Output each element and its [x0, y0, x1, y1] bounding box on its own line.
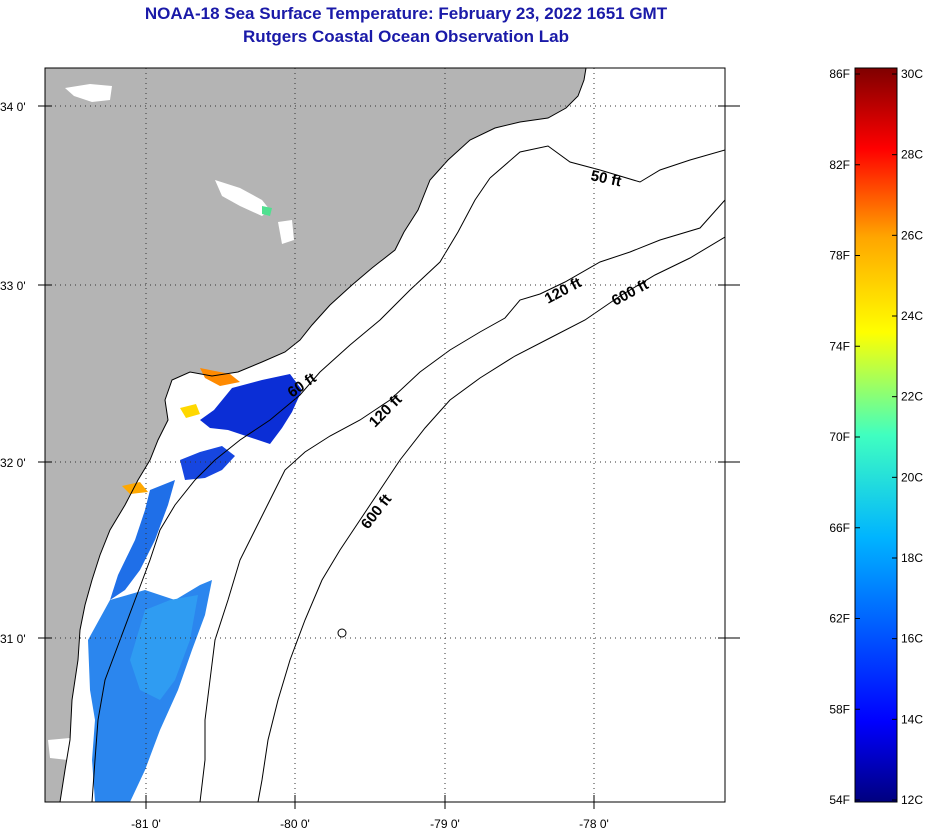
colorbar-f-label: 74F: [829, 339, 850, 353]
land-ne-corner: [600, 68, 725, 200]
map-frame: [44, 67, 726, 803]
sst-patch-north: [200, 374, 302, 444]
contour-600ft: [257, 236, 725, 802]
contour-50ft: [489, 145, 725, 183]
lon-label-81: -81 0': [131, 817, 161, 831]
colorbar-f-label: 86F: [829, 67, 850, 81]
colorbar-c-label: 28C: [901, 148, 923, 162]
colorbar: [854, 67, 898, 803]
sst-warm-spot-3: [180, 404, 200, 418]
map-title: NOAA-18 Sea Surface Temperature: Februar…: [144, 4, 668, 23]
colorbar-f-label: 78F: [829, 249, 850, 263]
lat-label-34: 34 0': [0, 100, 26, 114]
lat-label-33: 33 0': [0, 279, 26, 293]
colorbar-f-label: 82F: [829, 158, 850, 172]
contour-60ft: [91, 177, 491, 802]
lake-white: [65, 84, 112, 102]
lat-label-32: 32 0': [0, 456, 26, 470]
coastline: [59, 68, 587, 802]
land-mass: [45, 68, 586, 802]
lake-white-2: [215, 180, 270, 216]
lat-label-31: 31 0': [0, 632, 26, 646]
colorbar-c-label: 12C: [901, 793, 923, 807]
colorbar-c-label: 22C: [901, 390, 923, 404]
colorbar-c-label: 20C: [901, 470, 923, 484]
contour-120ft: [199, 199, 725, 802]
map-subtitle: Rutgers Coastal Ocean Observation Lab: [243, 27, 569, 46]
sst-patch-central: [110, 480, 175, 600]
lon-label-78: -78 0': [579, 817, 609, 831]
sst-warm-spot-4: [262, 206, 272, 216]
colorbar-c-label: 16C: [901, 632, 923, 646]
colorbar-f-label: 66F: [829, 521, 850, 535]
lon-label-79: -79 0': [430, 817, 460, 831]
colorbar-celsius-labels: 30C 28C 26C 24C 22C 20C 18C 16C 14C 12C: [892, 67, 923, 807]
colorbar-f-label: 54F: [829, 793, 850, 807]
gridlines: [45, 68, 725, 802]
contour-600ft-island: [337, 628, 347, 638]
sst-patch-southeast: [130, 595, 198, 700]
sst-warm-river-2: [122, 482, 148, 494]
sst-warm-river-1: [200, 368, 240, 386]
colorbar-f-label: 58F: [829, 702, 850, 716]
axis-ticks: [38, 105, 740, 809]
colorbar-c-label: 14C: [901, 712, 923, 726]
lake-white-3: [278, 220, 294, 244]
colorbar-c-label: 24C: [901, 309, 923, 323]
contour-label-50ft-ne: 50 ft: [589, 167, 623, 190]
colorbar-fahrenheit-labels: 86F 82F 78F 74F 70F 66F 62F 58F 54F: [829, 67, 860, 807]
colorbar-f-label: 70F: [829, 430, 850, 444]
colorbar-c-label: 18C: [901, 551, 923, 565]
colorbar-c-label: 30C: [901, 67, 923, 81]
colorbar-f-label: 62F: [829, 612, 850, 626]
colorbar-c-label: 26C: [901, 228, 923, 242]
lon-label-80: -80 0': [280, 817, 310, 831]
lake-white-4: [48, 738, 70, 760]
